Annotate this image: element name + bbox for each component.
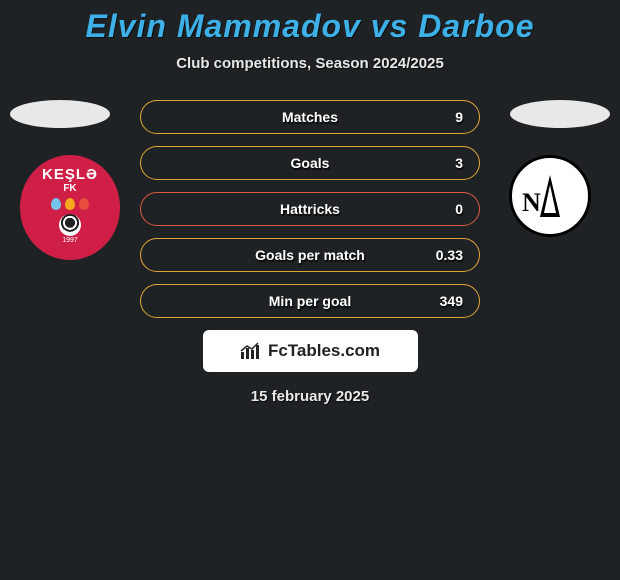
stat-row-min-per-goal: Min per goal 349 [140,284,480,318]
brand-box[interactable]: FcTables.com [203,330,418,372]
stat-value: 9 [455,109,463,125]
club-left-name: KEŞLƏ [42,167,98,182]
kesla-logo: KEŞLƏ FK 1997 [20,155,120,260]
main-area: KEŞLƏ FK 1997 N Matches 9 [0,100,620,405]
club-left-sub: FK [63,183,76,194]
club-badge-left: KEŞLƏ FK 1997 [20,155,120,260]
player-photo-left [10,100,110,128]
stat-row-goals: Goals 3 [140,146,480,180]
stats-list: Matches 9 Goals 3 Hattricks 0 Goals per … [140,100,480,318]
kesla-flames-icon [51,198,89,210]
stat-value: 3 [455,155,463,171]
soccer-ball-icon [59,214,81,236]
stat-row-goals-per-match: Goals per match 0.33 [140,238,480,272]
stat-label: Goals per match [255,247,365,263]
stat-label: Goals [291,155,330,171]
stat-label: Min per goal [269,293,351,309]
stat-value: 0 [455,201,463,217]
neftci-logo: N [509,155,591,237]
neftci-letter: N [522,188,541,218]
oil-derrick-icon [540,175,560,217]
stat-label: Matches [282,109,338,125]
stat-value: 0.33 [436,247,463,263]
stat-row-hattricks: Hattricks 0 [140,192,480,226]
footer-date: 15 february 2025 [0,388,620,405]
stat-row-matches: Matches 9 [140,100,480,134]
player-photo-right [510,100,610,128]
brand-text: FcTables.com [268,341,380,361]
page-title: Elvin Mammadov vs Darboe [0,8,620,45]
stat-value: 349 [440,293,463,309]
club-left-year: 1997 [62,237,78,244]
page-subtitle: Club competitions, Season 2024/2025 [0,55,620,72]
bar-chart-icon [240,342,262,360]
infographic-card: Elvin Mammadov vs Darboe Club competitio… [0,0,620,405]
stat-label: Hattricks [280,201,340,217]
club-badge-right: N [500,155,600,260]
